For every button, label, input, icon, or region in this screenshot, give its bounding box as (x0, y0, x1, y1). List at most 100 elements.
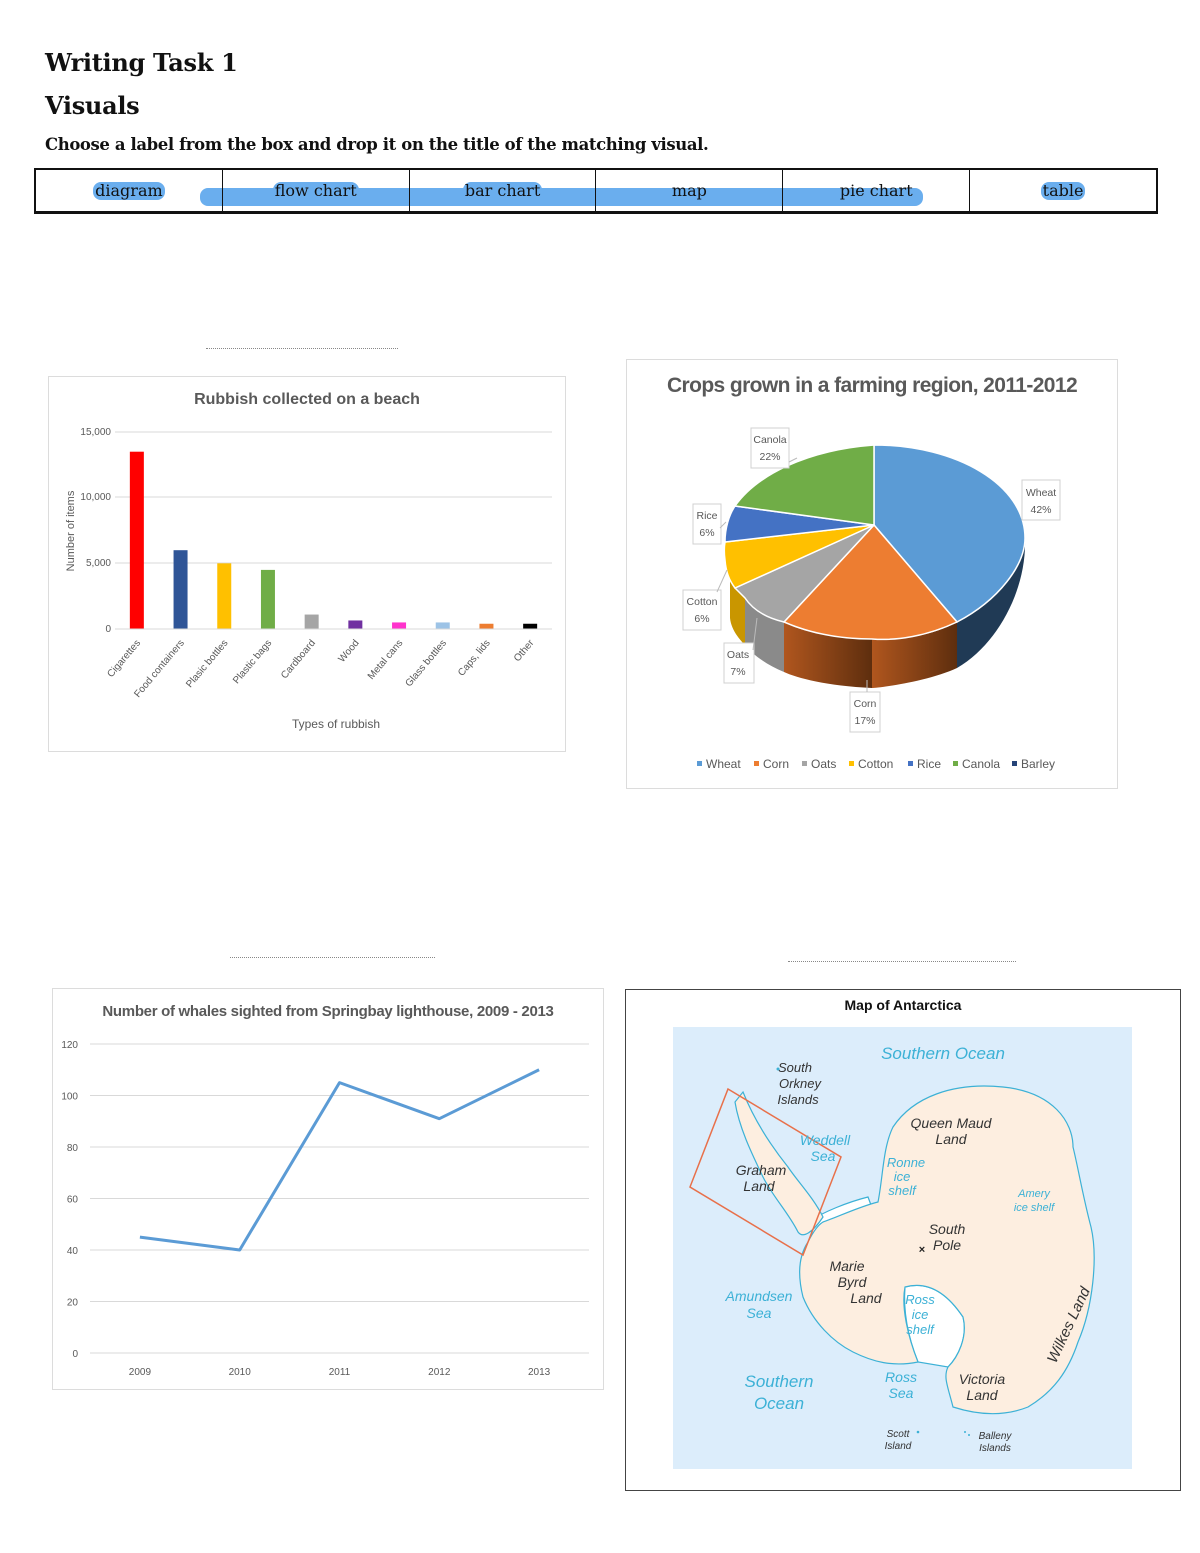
svg-text:Ross: Ross (885, 1369, 917, 1385)
svg-text:Scott: Scott (887, 1429, 911, 1440)
label-cell-flow-chart: flow chart (223, 170, 410, 211)
bar-chart: Rubbish collected on a beach 15,000 10,0… (48, 376, 566, 752)
bar (523, 623, 538, 629)
svg-text:Wheat: Wheat (1026, 487, 1056, 499)
svg-text:Corn: Corn (854, 698, 877, 710)
svg-text:Marie: Marie (829, 1258, 864, 1274)
svg-text:Land: Land (966, 1387, 998, 1403)
bar (260, 569, 275, 629)
page-title: Writing Task 1 (45, 48, 238, 77)
selection-highlight (200, 188, 923, 206)
x-tick-label: Cigarettes (105, 638, 143, 680)
x-tick: 2012 (428, 1367, 451, 1378)
svg-text:Land: Land (935, 1131, 967, 1147)
x-tick: 2011 (329, 1367, 351, 1378)
map-frame: Map of Antarctica Southern Ocean South O… (625, 989, 1181, 1491)
svg-text:Sea: Sea (889, 1385, 914, 1401)
pie-chart-title: Crops grown in a farming region, 2011-20… (666, 374, 1078, 397)
pie-chart-plot: Wheat 42% Corn 17% Oats 7% Cotton 6% Ric… (682, 427, 1061, 771)
svg-text:South: South (778, 1060, 812, 1075)
drop-target-map[interactable] (788, 961, 1016, 962)
svg-text:ice: ice (894, 1169, 911, 1184)
x-tick: 2013 (528, 1367, 551, 1378)
svg-text:Pole: Pole (933, 1237, 961, 1253)
pie-chart: Crops grown in a farming region, 2011-20… (626, 359, 1118, 789)
label-cell-pie-chart: pie chart (783, 170, 971, 211)
svg-text:Islands: Islands (777, 1092, 819, 1107)
x-tick-label: Glass bottles (403, 638, 449, 689)
drop-target-bar-chart[interactable] (206, 348, 398, 349)
y-tick: 80 (67, 1143, 79, 1154)
x-tick: 2010 (229, 1367, 252, 1378)
x-tick-label: Other (512, 637, 537, 664)
line-chart: Number of whales sighted from Springbay … (52, 988, 604, 1390)
y-tick: 60 (67, 1195, 79, 1206)
bar (304, 614, 319, 629)
svg-text:Victoria: Victoria (959, 1371, 1006, 1387)
pie-slice-cotton (723, 524, 875, 589)
bar (348, 620, 363, 629)
y-tick: 15,000 (80, 427, 111, 438)
svg-text:17%: 17% (854, 715, 875, 727)
bar (129, 451, 144, 629)
legend-item-corn: Corn (763, 757, 789, 771)
svg-text:6%: 6% (699, 527, 714, 539)
label-chip-map[interactable]: map (671, 180, 707, 200)
svg-text:shelf: shelf (888, 1183, 917, 1198)
svg-text:Amery: Amery (1017, 1188, 1051, 1200)
y-tick: 10,000 (80, 492, 111, 503)
svg-text:Oats: Oats (727, 649, 749, 661)
y-tick: 100 (61, 1092, 78, 1103)
y-tick: 5,000 (86, 558, 111, 569)
bar (217, 563, 232, 629)
bar (435, 622, 450, 629)
label-cell-diagram: diagram (36, 170, 223, 211)
svg-text:Byrd: Byrd (838, 1274, 868, 1290)
svg-text:Ronne: Ronne (887, 1155, 925, 1170)
label-chip-flow-chart[interactable]: flow chart (272, 180, 359, 200)
instruction-text: Choose a label from the box and drop it … (45, 135, 709, 154)
map-title: Map of Antarctica (844, 997, 962, 1013)
label-chip-table[interactable]: table (1040, 180, 1086, 200)
bar (173, 550, 188, 629)
svg-text:shelf: shelf (906, 1322, 935, 1337)
svg-text:6%: 6% (694, 613, 709, 625)
bar-chart-title: Rubbish collected on a beach (194, 391, 420, 408)
x-tick-label: Caps, lids (456, 638, 493, 679)
label-cell-map: map (596, 170, 784, 211)
antarctica-map: Southern Ocean South Orkney Islands Grah… (673, 1027, 1132, 1469)
legend-item-wheat: Wheat (706, 757, 741, 771)
x-tick: 2009 (129, 1367, 152, 1378)
label-cell-table: table (970, 170, 1156, 211)
drop-target-line-chart[interactable] (230, 957, 435, 958)
y-tick: 40 (67, 1246, 79, 1257)
x-tick-label: Wood (337, 638, 362, 665)
svg-text:Land: Land (850, 1290, 882, 1306)
legend-item-canola: Canola (962, 757, 1000, 771)
legend-item-rice: Rice (917, 757, 941, 771)
x-tick-label: Plastic bags (231, 638, 274, 686)
svg-text:Sea: Sea (747, 1305, 772, 1321)
x-tick-label: Plasic bottles (184, 638, 230, 690)
legend-item-oats: Oats (811, 757, 836, 771)
svg-text:ice shelf: ice shelf (1014, 1202, 1055, 1214)
legend-item-cotton: Cotton (858, 757, 893, 771)
bar (392, 622, 407, 629)
label-chip-pie-chart[interactable]: pie chart (839, 180, 913, 200)
svg-text:Canola: Canola (753, 434, 786, 446)
label-chip-diagram[interactable]: diagram (93, 180, 165, 200)
svg-text:Amundsen: Amundsen (725, 1288, 793, 1304)
south-pole-marker-icon: × (919, 1244, 925, 1256)
y-tick: 0 (72, 1349, 78, 1360)
line-chart-plot: 0 20 40 60 80 100 120 2009 2010 2011 2012 2013 (61, 1040, 589, 1378)
svg-text:Ocean: Ocean (754, 1394, 804, 1413)
svg-text:Graham: Graham (736, 1162, 787, 1178)
label-chip-bar-chart[interactable]: bar chart (462, 180, 543, 200)
svg-text:Orkney: Orkney (779, 1076, 822, 1091)
svg-text:Rice: Rice (696, 510, 717, 522)
svg-text:Ross: Ross (905, 1292, 935, 1307)
svg-text:Balleny: Balleny (979, 1431, 1013, 1442)
svg-text:42%: 42% (1030, 504, 1051, 516)
x-tick-label: Metal cans (366, 638, 406, 682)
bar-chart-plot: 15,000 10,000 5,000 0 Number of items Ci… (65, 427, 552, 731)
